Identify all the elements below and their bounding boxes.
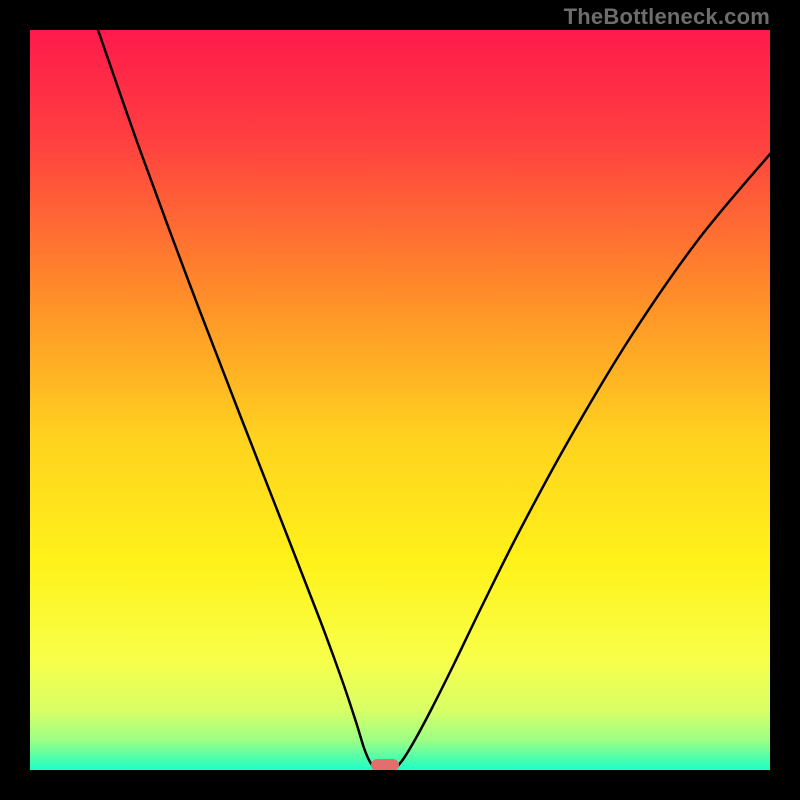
chart-frame: TheBottleneck.com: [0, 0, 800, 800]
optimal-point-marker: [371, 759, 399, 770]
bottleneck-curve: [30, 30, 770, 770]
plot-area: [30, 30, 770, 770]
watermark-text: TheBottleneck.com: [564, 4, 770, 30]
